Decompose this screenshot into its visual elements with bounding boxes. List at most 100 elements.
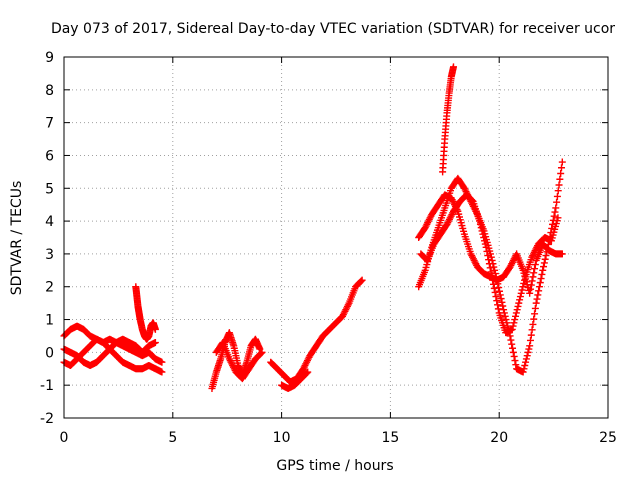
x-tick-label: 20 [490, 430, 508, 446]
data-point [483, 247, 491, 255]
data-point [490, 263, 498, 271]
data-point [525, 345, 533, 353]
data-point [553, 198, 561, 206]
data-point [493, 297, 501, 305]
data-point [510, 352, 518, 360]
data-point [557, 170, 565, 178]
data-point [492, 293, 500, 301]
data-point [529, 273, 537, 281]
data-point [552, 204, 560, 212]
data-point [500, 306, 508, 314]
data-point [526, 289, 534, 297]
data-point [512, 309, 520, 317]
data-point [257, 349, 265, 357]
y-tick-label: 7 [45, 116, 54, 132]
data-point [516, 296, 524, 304]
data-point [529, 320, 537, 328]
plot-frame [63, 56, 609, 419]
data-point [514, 302, 522, 310]
data-point [526, 285, 534, 293]
data-point [304, 368, 312, 376]
data-point [531, 310, 539, 318]
data-point [522, 355, 530, 363]
y-tick-label: 1 [45, 313, 54, 329]
data-point [553, 192, 561, 200]
data-point [495, 287, 503, 295]
data-point [481, 240, 489, 248]
y-tick-label: 2 [45, 280, 54, 296]
data-point [508, 325, 516, 333]
data-point [476, 220, 484, 228]
data-point [526, 336, 534, 344]
data-point [480, 234, 488, 241]
x-tick-label: 25 [599, 430, 617, 446]
data-point [520, 279, 528, 287]
data-point [477, 224, 485, 232]
data-point [540, 263, 548, 271]
x-axis: 0 5 10 15 20 25 [60, 57, 617, 446]
data-point [539, 266, 547, 274]
data-point [489, 276, 497, 284]
data-point [528, 326, 536, 334]
data-point [516, 293, 524, 301]
data-point [489, 280, 497, 288]
data-point [530, 269, 538, 277]
data-point [502, 316, 510, 324]
series-arc-h [278, 368, 312, 392]
data-point [494, 305, 502, 313]
data-point [542, 252, 550, 260]
data-point [531, 304, 539, 312]
series-arc-l [439, 63, 458, 176]
data-point [499, 302, 507, 310]
data-point [558, 158, 566, 166]
data-point [484, 252, 492, 260]
y-tick-label: 9 [45, 50, 54, 66]
y-tick-label: 0 [45, 345, 54, 361]
y-tick-label: -2 [40, 411, 54, 427]
data-point [509, 344, 517, 352]
data-point [490, 284, 498, 292]
data-point [258, 348, 266, 356]
data-point [481, 237, 489, 245]
y-tick-label: 3 [45, 247, 54, 263]
data-point [530, 315, 538, 323]
data-point [527, 281, 535, 289]
data-point [528, 277, 536, 285]
data-point [497, 295, 505, 303]
data-point [495, 284, 503, 292]
data-point [511, 357, 519, 365]
data-point [556, 175, 564, 183]
data-point [488, 272, 496, 280]
data-point [520, 365, 528, 373]
data-point [533, 295, 541, 303]
data-point [476, 217, 484, 225]
data-point [532, 299, 540, 307]
y-tick-label: 8 [45, 83, 54, 99]
data-point [509, 348, 517, 356]
data-point [478, 227, 486, 235]
data-point [485, 260, 493, 268]
data-point [485, 256, 493, 264]
data-point [512, 361, 520, 369]
data-point [303, 369, 311, 377]
data-point [554, 187, 562, 195]
data-point [519, 283, 527, 291]
data-point [158, 368, 166, 376]
data-point [551, 208, 559, 216]
data-point [498, 298, 506, 306]
y-axis-label: SDTVAR / TECUs [9, 181, 25, 296]
series-arc-f [212, 339, 266, 383]
data-point [535, 287, 543, 295]
data-point [513, 306, 521, 314]
data-point [507, 336, 515, 344]
y-tick-label: 5 [45, 181, 54, 197]
data-point [521, 361, 529, 369]
data-point [536, 279, 544, 287]
series-arc-k [417, 191, 562, 337]
data-point [558, 250, 566, 258]
chart-title: Day 073 of 2017, Sidereal Day-to-day VTE… [51, 21, 615, 37]
data-point [538, 270, 546, 278]
data-point [491, 288, 499, 296]
